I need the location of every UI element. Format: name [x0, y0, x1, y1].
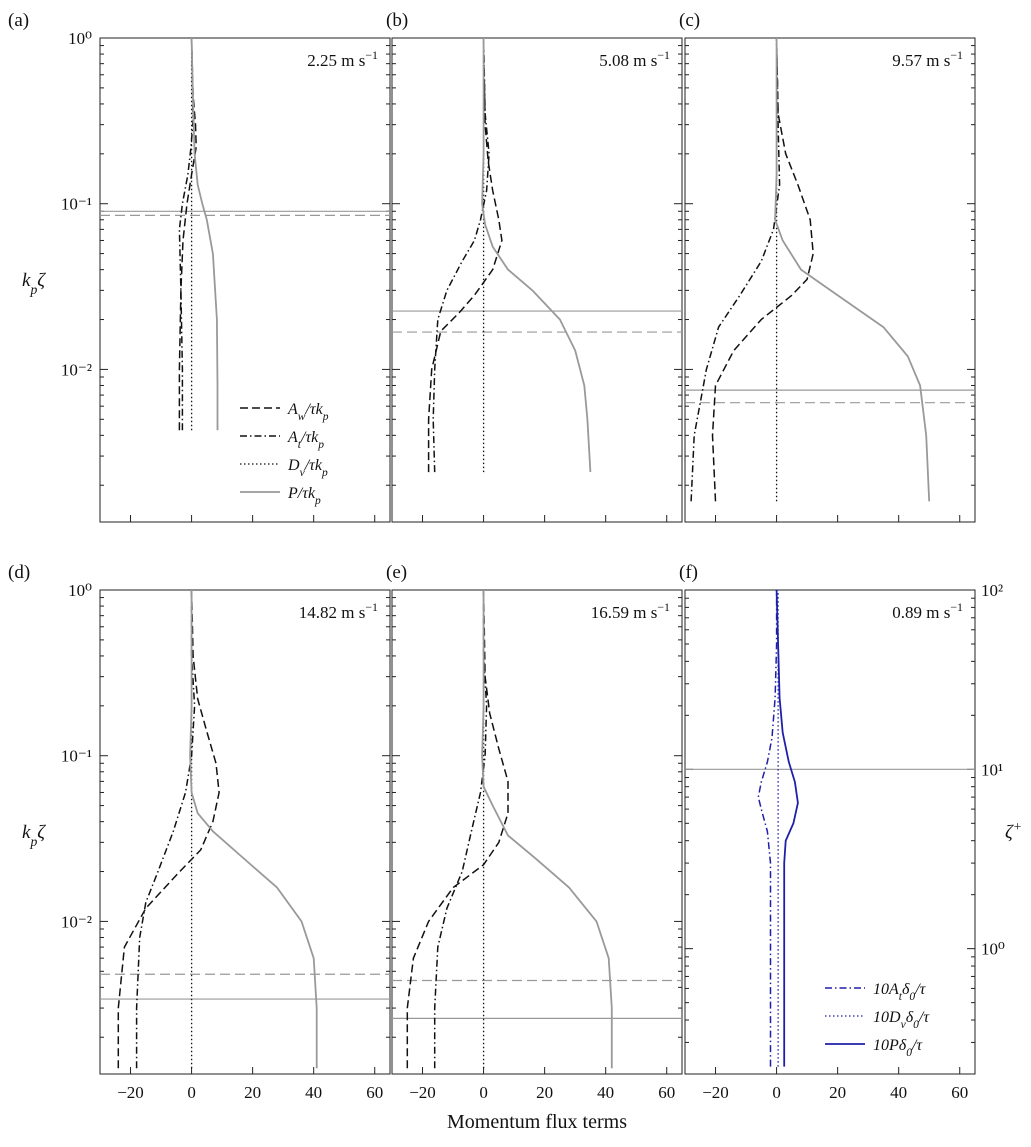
wind-speed-label: 0.89 m s−1: [892, 600, 963, 622]
panel-frame: [99, 589, 391, 1075]
wind-speed-label: 16.59 m s−1: [591, 600, 670, 622]
panel-frame: [684, 37, 976, 523]
legend-label: Aw/τkp: [287, 401, 329, 423]
series-Aw: [711, 38, 814, 502]
series-P: [189, 590, 318, 1069]
series-At: [433, 590, 488, 1069]
legend-label: 10Pδ0/τ: [873, 1037, 923, 1059]
panel-e: −20 0 20 40 60 (e) 16.59 m s−1: [386, 562, 683, 1102]
panel-label: (d): [8, 562, 30, 583]
y-tick-label: 10⁻¹: [61, 747, 92, 766]
panel-label: (b): [386, 10, 408, 31]
plot-area: [685, 38, 975, 502]
series-At: [135, 590, 196, 1069]
plot-area: [392, 38, 682, 473]
series-P: [190, 38, 219, 431]
wind-speed-label: 5.08 m s−1: [599, 48, 670, 70]
y-tick-label: 10⁻²: [61, 360, 92, 379]
series-10At: [757, 590, 778, 1067]
y-tick-label: 10⁻¹: [61, 195, 92, 214]
x-tick-label: −20: [117, 1083, 144, 1102]
x-tick-label: 40: [597, 1083, 614, 1102]
wind-speed-label: 9.57 m s−1: [892, 48, 963, 70]
legend-label: Dv/τkp: [287, 457, 328, 479]
series-P: [481, 38, 592, 473]
x-tick-label: 40: [890, 1083, 907, 1102]
panel-a: 10⁻² 10⁻¹ 10⁰ kpζ (a) 2.25 m s−1 Aw/τkp At/τkp D…: [8, 10, 391, 523]
series-Aw: [117, 590, 220, 1069]
y-axis-label: kpζ: [22, 822, 46, 849]
wind-speed-label: 2.25 m s−1: [307, 48, 378, 70]
panel-label: (f): [679, 562, 698, 583]
x-tick-label: −20: [702, 1083, 729, 1102]
legend-label: 10Dvδ0/τ: [873, 1009, 930, 1031]
plot-area: [100, 38, 390, 431]
x-tick-label: 60: [658, 1083, 675, 1102]
panel-frame: [391, 589, 683, 1075]
y-tick-label: 10⁻²: [61, 912, 92, 931]
y-tick-label-right: 10¹: [981, 760, 1003, 779]
x-tick-label: 60: [366, 1083, 383, 1102]
plot-area: [392, 590, 682, 1069]
x-tick-label: 20: [244, 1083, 261, 1102]
x-tick-label: 0: [479, 1083, 488, 1102]
x-tick-label: 60: [951, 1083, 968, 1102]
series-Aw: [178, 38, 197, 431]
series-P: [774, 38, 931, 502]
series-Aw: [406, 590, 509, 1069]
wind-speed-label: 14.82 m s−1: [299, 600, 378, 622]
panel-b: (b) 5.08 m s−1: [386, 10, 683, 523]
plot-area: [100, 590, 390, 1069]
panel-frame: [684, 589, 976, 1075]
x-tick-label: 20: [829, 1083, 846, 1102]
x-tick-label: 0: [772, 1083, 781, 1102]
x-tick-label: 20: [536, 1083, 553, 1102]
series-At: [432, 38, 490, 473]
y-tick-label: 10⁰: [68, 581, 92, 600]
series-At: [690, 38, 781, 502]
panel-f: −20 0 20 40 60 10⁰ 10¹ 10² ζ+ (f) 0.89 m s−1 10Atδ0…: [679, 562, 1022, 1102]
panel-frame: [99, 37, 391, 523]
y-tick-label: 10⁰: [68, 29, 92, 48]
series-Aw: [427, 38, 503, 473]
series-P: [481, 590, 613, 1069]
panel-label: (c): [679, 10, 700, 31]
legend-label: At/τkp: [287, 429, 324, 451]
panel-frame: [391, 37, 683, 523]
panel-label: (e): [386, 562, 407, 583]
panel-c: (c) 9.57 m s−1: [679, 10, 976, 523]
y-tick-label-right: 10⁰: [981, 940, 1005, 959]
x-tick-label: −20: [409, 1083, 436, 1102]
x-tick-label: 40: [305, 1083, 322, 1102]
panel-label: (a): [8, 10, 29, 31]
legend-label: 10Atδ0/τ: [873, 981, 927, 1003]
legend-label: P/τkp: [287, 485, 321, 507]
panel-d: −20 0 20 40 60 10⁻² 10⁻¹ 10⁰ kpζ (d) 14.82 m s−1: [8, 562, 391, 1102]
plot-area: [685, 590, 975, 1067]
series-10P: [775, 590, 799, 1067]
y-axis-label-right: ζ+: [1005, 819, 1022, 844]
y-axis-label: kpζ: [22, 270, 46, 297]
y-tick-label-right: 10²: [981, 581, 1003, 600]
x-tick-label: 0: [187, 1083, 196, 1102]
x-axis-label: Momentum flux terms: [447, 1111, 627, 1133]
